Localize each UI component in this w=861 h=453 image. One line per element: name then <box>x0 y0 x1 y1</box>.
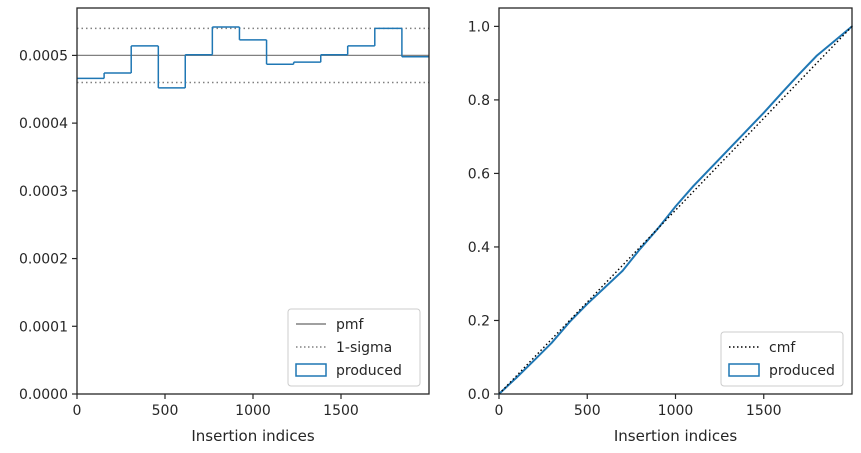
x-tick-label: 1500 <box>746 403 782 419</box>
y-tick-label: 0.0002 <box>19 252 68 268</box>
pmf-histogram-panel: 0 500 1000 1500 0.0000 0.0001 0.0002 0.0003 0.00… <box>19 7 430 445</box>
x-tick-label: 0 <box>73 403 82 419</box>
produced-point <box>551 341 553 344</box>
legend-frame <box>287 308 421 387</box>
axes-frame <box>76 7 430 395</box>
legend: cmf produced <box>720 331 844 387</box>
produced-point <box>692 185 695 188</box>
legend-handle-produced <box>295 363 327 377</box>
y-tick-label: 0.0000 <box>19 387 68 403</box>
y-tick-label: 0.0005 <box>19 48 68 64</box>
x-tick-label: 500 <box>574 403 601 419</box>
y-tick-label: 0.2 <box>468 313 490 329</box>
y-tick-label: 1.0 <box>468 19 490 35</box>
y-tick-label: 0.6 <box>468 166 490 182</box>
produced-point <box>586 303 589 305</box>
produced-point <box>798 73 800 76</box>
produced-point <box>709 167 712 169</box>
y-tick-label: 0.0003 <box>19 184 68 200</box>
produced-point <box>621 269 624 272</box>
x-tick-label: 0 <box>495 403 504 419</box>
produced-point <box>639 247 642 250</box>
y-tick-label: 0.0 <box>468 387 490 403</box>
produced-point <box>815 54 818 57</box>
legend-label-produced: produced <box>769 363 835 379</box>
y-tick-label: 0.8 <box>468 93 490 109</box>
y-tick-label: 0.0004 <box>19 116 68 132</box>
produced-point <box>762 111 765 114</box>
x-tick-label: 1500 <box>323 403 359 419</box>
produced-point <box>833 40 836 42</box>
axes-frame <box>498 7 853 395</box>
legend-handle-produced <box>728 363 760 377</box>
cmf-line <box>498 25 853 395</box>
produced-point <box>674 205 677 208</box>
produced-point <box>780 92 783 95</box>
produced-point <box>604 286 606 289</box>
produced-point <box>745 130 747 133</box>
legend-label-pmf: pmf <box>336 317 365 333</box>
x-tick-label: 1000 <box>658 403 694 419</box>
y-tick-label: 0.4 <box>468 240 490 256</box>
x-axis-label: Insertion indices <box>191 427 314 445</box>
legend: pmf 1-sigma produced <box>287 308 421 387</box>
produced-point <box>533 359 536 362</box>
x-tick-label: 500 <box>152 403 179 419</box>
cmf-line-panel: 0 500 1000 1500 0.0 0.2 0.4 0.6 0.8 1.0 Insertion … <box>468 7 853 445</box>
legend-frame <box>720 331 844 387</box>
y-tick-label: 0.0001 <box>19 319 68 335</box>
legend-label-produced: produced <box>336 363 402 379</box>
legend-label-sigma: 1-sigma <box>336 340 392 356</box>
x-axis-label: Insertion indices <box>614 427 737 445</box>
produced-point <box>727 148 730 151</box>
x-tick-label: 1000 <box>235 403 271 419</box>
legend-label-cmf: cmf <box>769 340 796 356</box>
